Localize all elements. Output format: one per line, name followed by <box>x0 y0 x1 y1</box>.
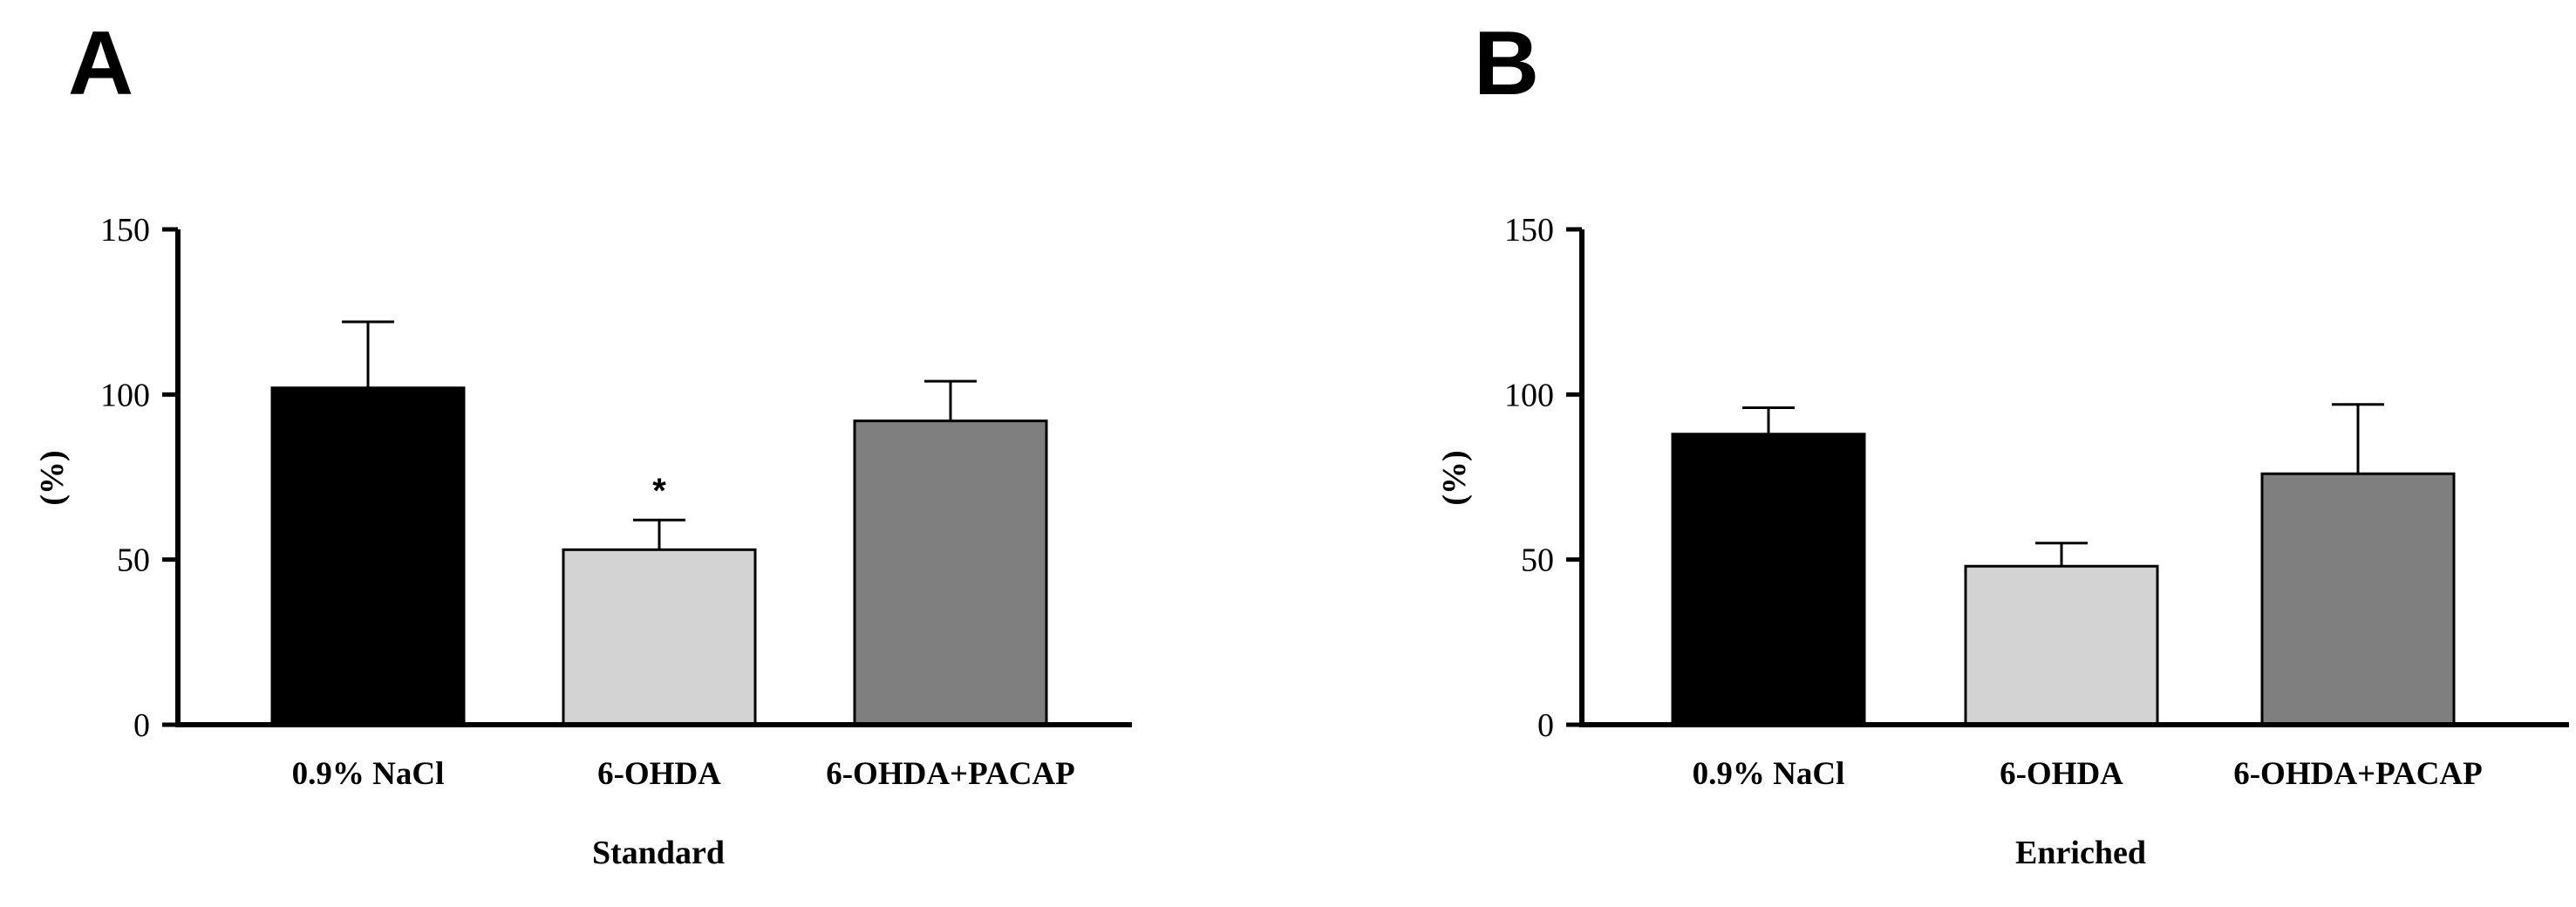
bar-6-ohda-pacap <box>853 419 1048 726</box>
y-tick-label: 150 <box>1504 212 1554 249</box>
panel-a: A * 0 50 100 150 0.9% NaCl 6-OHDA 6-OHDA+PACA… <box>34 13 1132 871</box>
y-tick-label: 50 <box>1521 542 1554 579</box>
y-tick-label: 50 <box>117 542 150 579</box>
panel-letter-b: B <box>1474 13 1539 114</box>
category-label: 6-OHDA <box>2000 756 2123 792</box>
panel-a-y-ticks: 0 50 100 150 <box>100 212 178 744</box>
category-label: 0.9% NaCl <box>292 756 445 792</box>
category-label: 0.9% NaCl <box>1693 756 1845 792</box>
category-label: 6-OHDA+PACAP <box>2233 756 2483 792</box>
panel-a-marks: * <box>270 320 1048 726</box>
panel-letter-a: A <box>68 13 133 114</box>
y-tick-label: 100 <box>100 377 150 413</box>
panel-a-x-axis-label: Standard <box>592 835 725 871</box>
bar-0-9-nacl <box>270 386 466 726</box>
y-tick-label: 0 <box>1537 707 1554 744</box>
bar-6-ohda <box>1964 564 2159 726</box>
panel-b-marks <box>1671 403 2456 726</box>
panel-a-category-labels: 0.9% NaCl 6-OHDA 6-OHDA+PACAP <box>292 756 1075 792</box>
y-tick-label: 150 <box>100 212 150 249</box>
panel-b-category-labels: 0.9% NaCl 6-OHDA 6-OHDA+PACAP <box>1693 756 2483 792</box>
panel-a-y-axis-label: (%) <box>34 450 71 505</box>
bar-0-9-nacl <box>1671 433 1866 726</box>
category-label: 6-OHDA <box>597 756 721 792</box>
bar-6-ohda-pacap <box>2260 472 2456 726</box>
category-label: 6-OHDA+PACAP <box>826 756 1075 792</box>
y-tick-label: 100 <box>1504 377 1554 413</box>
y-tick-label: 0 <box>133 707 150 744</box>
bar-6-ohda <box>562 548 757 726</box>
panel-b-y-axis-label: (%) <box>1436 450 1473 505</box>
significance-marker: * <box>652 472 666 510</box>
panel-b-y-ticks: 0 50 100 150 <box>1504 212 1582 744</box>
panel-b-x-axis-label: Enriched <box>2015 835 2146 871</box>
